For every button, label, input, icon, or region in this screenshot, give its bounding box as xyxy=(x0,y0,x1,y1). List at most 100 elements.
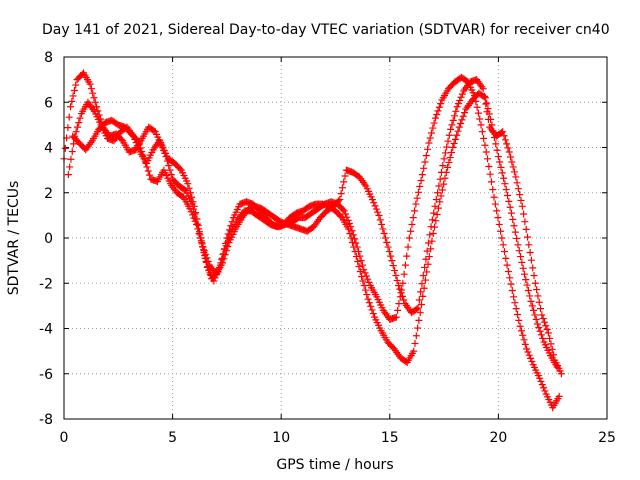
data-point-track-b xyxy=(535,324,543,332)
data-point-track-b xyxy=(511,228,519,236)
data-point-track-a xyxy=(89,89,97,97)
data-point-track-b xyxy=(348,239,356,247)
data-point-track-c xyxy=(509,163,517,171)
data-point-track-c xyxy=(444,137,452,145)
data-point-track-c xyxy=(375,211,383,219)
data-point-track-a xyxy=(412,200,420,208)
data-point-track-a xyxy=(401,261,409,269)
data-point-track-c xyxy=(518,202,526,210)
data-point-track-a xyxy=(433,110,441,118)
data-point-track-b xyxy=(497,163,505,171)
data-point-track-c xyxy=(535,298,543,306)
data-point-track-c xyxy=(374,208,382,216)
data-point-track-c xyxy=(530,272,538,280)
data-point-track-b xyxy=(360,282,368,290)
data-point-track-a xyxy=(408,220,416,228)
data-point-track-a xyxy=(429,124,437,132)
data-point-track-c xyxy=(143,163,151,171)
data-point-track-a xyxy=(64,124,72,132)
data-point-track-b xyxy=(359,277,367,285)
data-point-track-b xyxy=(410,347,418,355)
data-point-track-b xyxy=(459,112,467,120)
data-point-track-c xyxy=(499,128,507,136)
data-point-track-c xyxy=(428,216,436,224)
data-point-track-c xyxy=(380,229,388,237)
x-tick-label: 10 xyxy=(272,430,290,446)
data-point-track-b xyxy=(518,258,526,266)
data-point-track-c xyxy=(441,149,449,157)
data-point-track-b xyxy=(492,140,500,148)
data-point-track-a xyxy=(70,86,78,94)
data-point-track-b xyxy=(433,210,441,218)
data-point-track-b xyxy=(453,131,461,139)
data-point-track-c xyxy=(533,286,541,294)
data-point-track-a xyxy=(341,210,349,218)
data-point-track-b xyxy=(514,241,522,249)
data-point-track-c xyxy=(424,239,432,247)
data-point-track-b xyxy=(420,284,428,292)
data-point-track-b xyxy=(531,311,539,319)
data-point-track-b xyxy=(414,324,422,332)
data-point-track-b xyxy=(539,334,547,342)
data-point-track-b xyxy=(504,191,512,199)
data-point-track-c xyxy=(186,205,194,213)
data-point-track-c xyxy=(550,351,558,359)
data-point-track-a xyxy=(489,186,497,194)
data-point-track-b xyxy=(505,197,513,205)
data-point-track-c xyxy=(221,251,229,259)
data-point-track-c xyxy=(447,125,455,133)
data-point-track-a xyxy=(503,261,511,269)
data-point-track-a xyxy=(431,114,439,122)
data-point-track-a xyxy=(361,269,369,277)
y-tick-label: 2 xyxy=(44,186,53,202)
data-point-track-b xyxy=(416,309,424,317)
data-point-track-c xyxy=(195,229,203,237)
data-point-track-c xyxy=(189,211,197,219)
data-point-track-a xyxy=(504,267,512,275)
data-point-track-b xyxy=(528,302,536,310)
data-point-track-a xyxy=(425,139,433,147)
data-point-track-c xyxy=(192,220,200,228)
data-point-track-b xyxy=(66,163,74,171)
data-point-track-c xyxy=(480,92,488,100)
data-point-track-c xyxy=(396,285,404,293)
data-point-track-a xyxy=(502,254,510,262)
data-point-track-b xyxy=(365,299,373,307)
data-point-track-b xyxy=(76,114,84,122)
data-point-track-a xyxy=(527,354,535,362)
data-point-track-c xyxy=(548,345,556,353)
data-point-track-b xyxy=(484,105,492,113)
data-point-track-b xyxy=(411,339,419,347)
data-point-track-c xyxy=(445,131,453,139)
data-point-track-a xyxy=(499,241,507,249)
data-point-track-a xyxy=(357,257,365,265)
data-point-track-b xyxy=(498,169,506,177)
data-point-track-b xyxy=(494,153,502,161)
data-point-track-b xyxy=(166,166,174,174)
data-point-track-c xyxy=(200,247,208,255)
y-tick-label: -8 xyxy=(39,412,53,428)
data-point-track-b xyxy=(156,137,164,145)
data-point-track-b xyxy=(500,174,508,182)
data-point-track-c xyxy=(371,202,379,210)
data-point-track-c xyxy=(138,148,146,156)
data-point-track-b xyxy=(440,180,448,188)
data-point-track-b xyxy=(355,263,363,271)
data-point-track-c xyxy=(387,252,395,260)
data-point-track-b xyxy=(167,171,175,179)
data-point-track-b xyxy=(165,162,173,170)
data-point-track-a xyxy=(478,128,486,136)
data-point-track-c xyxy=(456,96,464,104)
data-point-track-c xyxy=(338,184,346,192)
data-point-track-a xyxy=(506,274,514,282)
data-point-track-b xyxy=(68,148,76,156)
data-point-track-a xyxy=(484,155,492,163)
data-point-track-c xyxy=(451,112,459,120)
data-point-track-b xyxy=(526,292,534,300)
data-point-track-a xyxy=(528,358,536,366)
data-point-track-c xyxy=(449,116,457,124)
data-point-track-c xyxy=(539,315,547,323)
data-point-track-c xyxy=(337,190,345,198)
data-point-track-c xyxy=(419,272,427,280)
data-point-track-c xyxy=(199,243,207,251)
